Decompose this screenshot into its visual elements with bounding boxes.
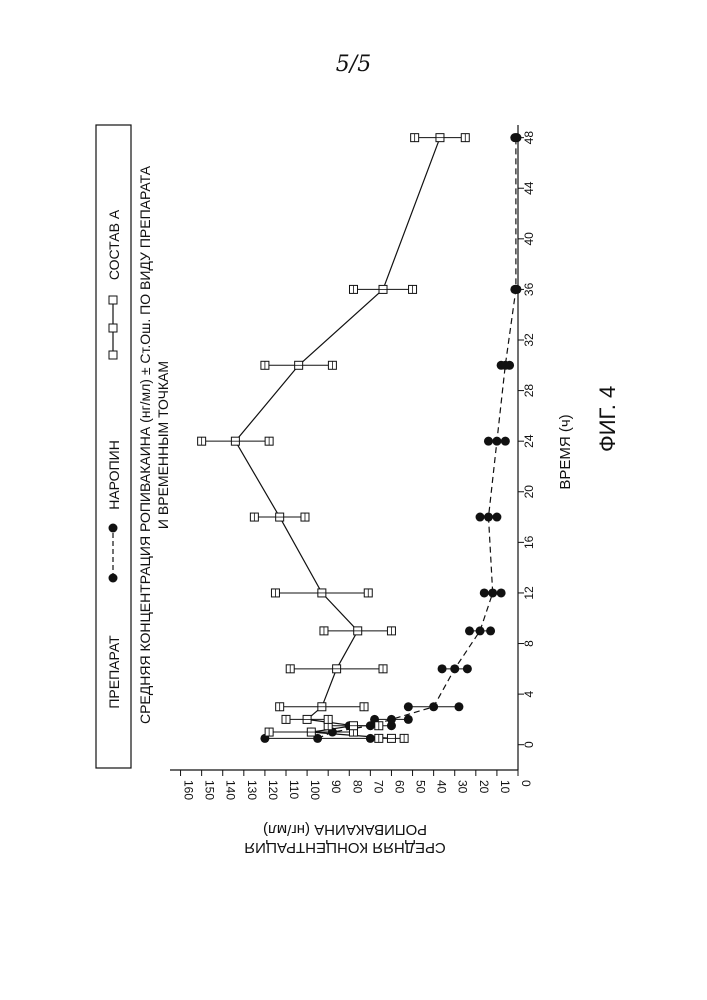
x-tick-label: 12	[522, 586, 536, 600]
y-tick-label: 110	[287, 780, 301, 799]
error-cap-marker	[486, 626, 495, 635]
y-tick-label: 50	[414, 780, 428, 794]
legend-label: НАРОПИН	[106, 440, 122, 510]
error-cap-marker	[480, 588, 489, 597]
legend-marker-circle	[109, 524, 118, 533]
data-point	[484, 513, 493, 522]
error-cap-marker	[454, 702, 463, 711]
data-point	[511, 285, 520, 294]
legend-marker-circle	[109, 574, 118, 583]
error-cap-marker	[484, 437, 493, 446]
error-cap-marker	[366, 734, 375, 743]
x-tick-label: 4	[522, 690, 536, 697]
data-point	[488, 588, 497, 597]
x-tick-label: 20	[522, 485, 536, 499]
figure-label: ФИГ. 4	[595, 386, 621, 452]
data-point	[476, 626, 485, 635]
error-cap-marker	[476, 513, 485, 522]
x-tick-label: 36	[522, 282, 536, 296]
chart-legend: ПРЕПАРАТ НАРОПИН СОСТАВ А	[96, 125, 131, 768]
y-tick-label: 100	[308, 780, 322, 800]
legend-marker-square	[109, 351, 117, 359]
legend-title: ПРЕПАРАТ	[106, 635, 122, 709]
x-tick-label: 48	[522, 131, 536, 145]
y-tick-label: 140	[224, 780, 238, 800]
error-cap-marker	[497, 588, 506, 597]
error-cap-marker	[492, 513, 501, 522]
x-tick-label: 44	[522, 181, 536, 195]
series-naropin	[260, 133, 521, 743]
error-cap-marker	[463, 664, 472, 673]
series-sostav-a	[198, 134, 470, 743]
y-tick-label: 60	[392, 780, 406, 794]
legend-marker-square	[109, 296, 117, 304]
chart-title-line: СРЕДНЯЯ КОНЦЕНТРАЦИЯ РОПИВАКАИНА (нг/мл)…	[137, 165, 153, 724]
y-tick-label: 150	[203, 780, 217, 800]
chart-series	[198, 133, 522, 743]
data-point	[429, 702, 438, 711]
y-tick-label: 80	[350, 780, 364, 794]
y-axis-label: РОПИВАКАИНА (нг/мл)	[263, 821, 427, 838]
y-tick-label: 20	[477, 780, 491, 794]
data-point	[492, 437, 501, 446]
y-tick-label: 0	[519, 780, 533, 787]
x-tick-label: 28	[522, 384, 536, 398]
data-point	[450, 664, 459, 673]
x-tick-label: 40	[522, 232, 536, 246]
legend-marker-square	[109, 324, 117, 332]
error-cap-marker	[438, 664, 447, 673]
y-tick-label: 40	[435, 780, 449, 794]
y-tick-label: 120	[266, 780, 280, 800]
data-point	[387, 715, 396, 724]
x-tick-label: 32	[522, 333, 536, 347]
x-tick-label: 16	[522, 535, 536, 549]
chart-axes: 0102030405060708090100110120130140150160…	[170, 125, 574, 856]
data-point	[511, 133, 520, 142]
y-tick-label: 90	[329, 780, 343, 794]
x-tick-label: 8	[522, 640, 536, 647]
x-tick-label: 24	[522, 434, 536, 448]
y-tick-label: 10	[498, 780, 512, 794]
y-tick-label: 130	[245, 780, 259, 800]
error-cap-marker	[404, 715, 413, 724]
error-cap-marker	[501, 437, 510, 446]
error-cap-marker	[404, 702, 413, 711]
error-cap-marker	[465, 626, 474, 635]
chart-title: СРЕДНЯЯ КОНЦЕНТРАЦИЯ РОПИВАКАИНА (нг/мл)…	[137, 165, 171, 724]
y-axis-label: СРЕДНЯЯ КОНЦЕНТРАЦИЯ	[244, 839, 446, 856]
chart-title-line: И ВРЕМЕННЫМ ТОЧКАМ	[155, 361, 171, 529]
data-point	[501, 361, 510, 370]
legend-label: СОСТАВ А	[106, 209, 122, 280]
y-tick-label: 160	[182, 780, 196, 800]
x-tick-label: 0	[522, 741, 536, 748]
y-tick-label: 30	[456, 780, 470, 794]
y-tick-label: 70	[371, 780, 385, 794]
x-axis-label: ВРЕМЯ (ч)	[557, 414, 574, 489]
